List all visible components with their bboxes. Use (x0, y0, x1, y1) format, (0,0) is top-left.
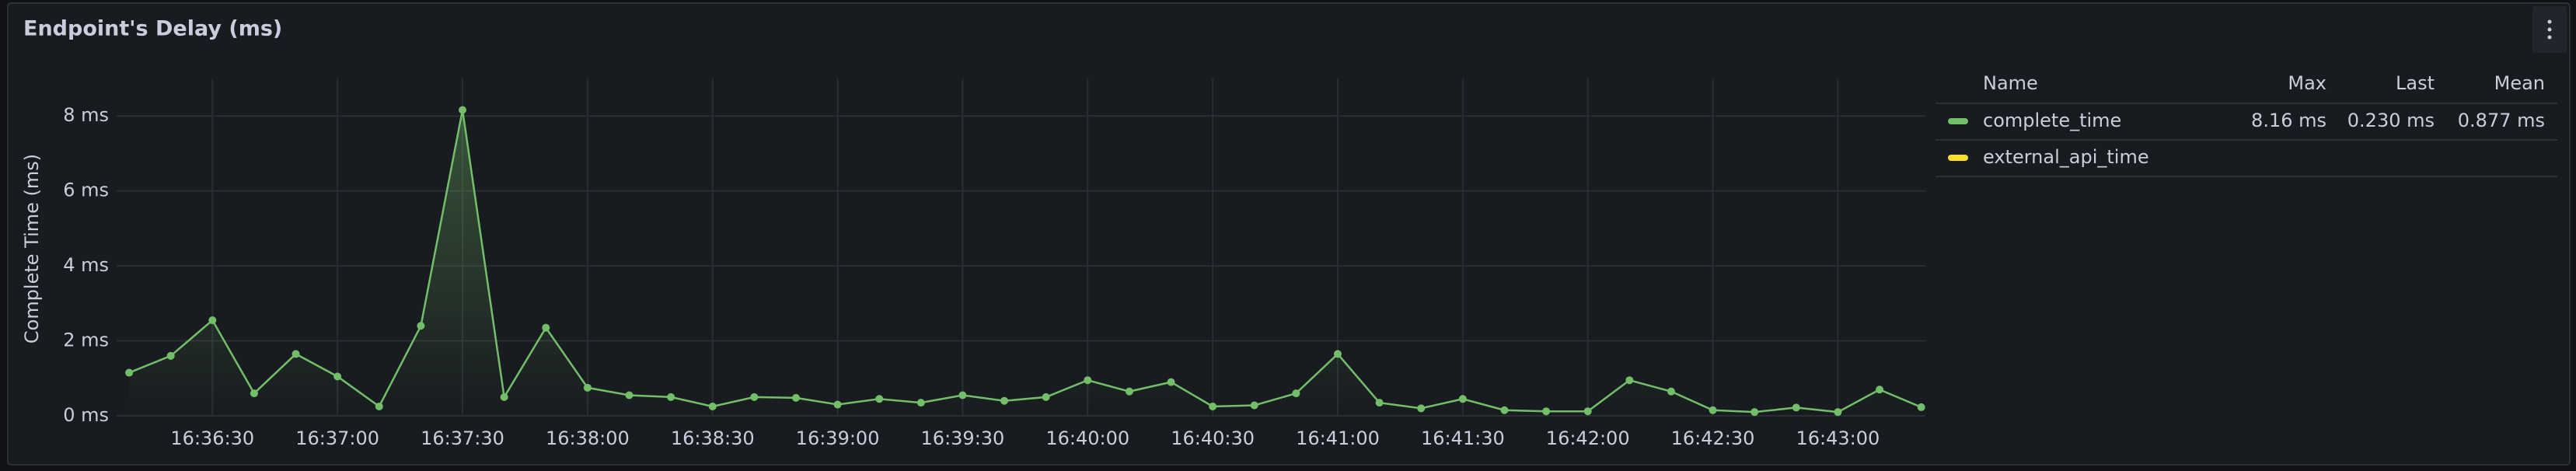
panel-bg (7, 2, 2571, 466)
data-point (500, 392, 508, 401)
series-line (128, 110, 1922, 413)
data-point (1333, 350, 1342, 358)
x-tick-label: 16:41:30 (1421, 427, 1505, 449)
data-point (625, 391, 634, 399)
x-tick-label: 16:37:00 (295, 427, 379, 449)
y-tick-label: 2 ms (63, 330, 109, 351)
data-point (916, 399, 925, 407)
x-tick-label: 16:36:30 (170, 427, 254, 449)
data-point (1792, 403, 1800, 412)
x-tick-label: 16:43:00 (1796, 427, 1880, 449)
y-tick-label: 8 ms (63, 104, 109, 126)
data-point (1084, 376, 1092, 385)
data-point (1250, 401, 1258, 410)
x-tick-label: 16:42:30 (1671, 427, 1755, 449)
data-point (1292, 389, 1300, 398)
x-tick-label: 16:41:00 (1296, 427, 1380, 449)
data-point (542, 323, 550, 332)
data-point (1125, 387, 1133, 396)
data-point (333, 372, 342, 381)
legend-header: Name (1983, 72, 2038, 94)
data-point (1209, 402, 1217, 410)
y-axis-label: Complete Time (ms) (21, 154, 43, 344)
legend-stat: 0.230 ms (2347, 110, 2435, 131)
legend-stat: 8.16 ms (2251, 110, 2326, 131)
series-area (129, 110, 1922, 417)
data-point (1750, 408, 1759, 417)
data-point (166, 351, 175, 360)
data-point (1167, 378, 1175, 386)
y-tick-label: 4 ms (63, 254, 109, 276)
x-tick-label: 16:39:30 (921, 427, 1005, 449)
data-point (1667, 387, 1675, 396)
data-point (791, 393, 800, 402)
data-point (1834, 408, 1842, 417)
data-point (1709, 406, 1717, 414)
x-tick-label: 16:39:00 (796, 427, 880, 449)
data-point (833, 400, 842, 409)
panel-title: Endpoint's Delay (ms) (23, 17, 282, 41)
legend-header: Last (2396, 72, 2435, 94)
data-point (1417, 404, 1426, 413)
data-point (1917, 403, 1925, 411)
x-tick-label: 16:40:00 (1045, 427, 1129, 449)
data-point (750, 392, 759, 401)
x-tick-label: 16:37:30 (421, 427, 504, 449)
data-point (1375, 399, 1384, 407)
legend-swatch (1948, 155, 1968, 161)
data-point (1542, 407, 1551, 416)
x-tick-label: 16:38:00 (546, 427, 630, 449)
data-point (1500, 406, 1509, 414)
legend-name[interactable]: external_api_time (1983, 146, 2149, 168)
x-tick-label: 16:42:00 (1546, 427, 1630, 449)
data-point (250, 389, 258, 398)
data-point (125, 368, 134, 377)
data-point (291, 350, 300, 358)
data-point (1625, 376, 1634, 385)
y-tick-label: 6 ms (63, 180, 109, 201)
menu-dot (2547, 27, 2552, 32)
x-tick-label: 16:40:30 (1171, 427, 1255, 449)
data-point (1458, 395, 1467, 403)
data-point (208, 316, 217, 325)
data-point (875, 395, 884, 403)
data-point (708, 402, 717, 410)
menu-dot (2547, 19, 2552, 24)
data-point (1000, 396, 1009, 405)
legend-swatch (1948, 118, 1968, 124)
data-point (1876, 386, 1884, 394)
data-point (583, 383, 592, 392)
data-point (417, 322, 425, 330)
legend-name[interactable]: complete_time (1983, 110, 2121, 131)
legend-header: Mean (2494, 72, 2545, 94)
data-point (958, 391, 967, 399)
y-tick-label: 0 ms (63, 404, 109, 426)
data-point (375, 402, 383, 410)
data-point (1042, 392, 1050, 401)
data-point (1583, 407, 1592, 416)
data-point (459, 106, 467, 114)
legend-stat: 0.877 ms (2458, 110, 2545, 131)
menu-dot (2547, 35, 2552, 40)
legend-header: Max (2288, 72, 2326, 94)
data-point (667, 392, 675, 401)
x-tick-label: 16:38:30 (671, 427, 755, 449)
